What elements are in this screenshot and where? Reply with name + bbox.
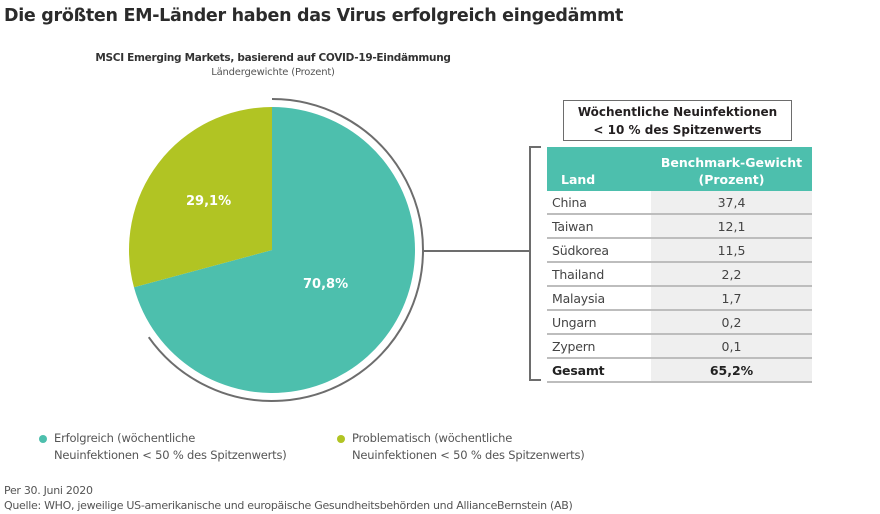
pie-label-problematic: 29,1% — [186, 194, 232, 209]
footer-date: Per 30. Juni 2020 — [4, 484, 93, 497]
country-cell: Malaysia — [547, 286, 651, 311]
weight-cell: 2,2 — [651, 262, 812, 287]
pie-subtitle: Ländergewichte (Prozent) — [211, 67, 335, 78]
total-label: Gesamt — [547, 358, 651, 383]
pie-title: MSCI Emerging Markets, basierend auf COV… — [95, 52, 451, 64]
table-box-title-line1: Wöchentliche Neuinfektionen — [577, 105, 778, 119]
table-row: Taiwan 12,1 — [547, 214, 812, 239]
legend-dot-problematic-icon — [337, 435, 345, 443]
total-value: 65,2% — [651, 358, 812, 383]
table-bracket — [529, 146, 541, 381]
weight-cell: 1,7 — [651, 286, 812, 311]
pie-slice-success — [133, 107, 415, 393]
country-cell: China — [547, 191, 651, 215]
country-cell: Zypern — [547, 334, 651, 359]
table-box-title-line2: < 10 % des Spitzenwerts — [593, 123, 762, 137]
country-weights-table: Land Benchmark-Gewicht (Prozent) China 37… — [547, 147, 812, 383]
footer-source: Quelle: WHO, jeweilige US-amerikanische … — [4, 499, 573, 512]
table-box-title: Wöchentliche Neuinfektionen < 10 % des S… — [563, 100, 792, 141]
weight-cell: 11,5 — [651, 238, 812, 263]
country-cell: Südkorea — [547, 238, 651, 263]
country-cell: Taiwan — [547, 214, 651, 239]
table-row: Thailand 2,2 — [547, 262, 812, 287]
table-row: China 37,4 — [547, 191, 812, 215]
table-row: Malaysia 1,7 — [547, 286, 812, 311]
column-header-weight: Benchmark-Gewicht (Prozent) — [651, 147, 812, 191]
country-cell: Ungarn — [547, 310, 651, 335]
country-cell: Thailand — [547, 262, 651, 287]
weight-cell: 12,1 — [651, 214, 812, 239]
pie-slice-problematic — [129, 107, 272, 288]
legend-dot-success-icon — [39, 435, 47, 443]
table-row: Ungarn 0,2 — [547, 310, 812, 335]
table-row: Südkorea 11,5 — [547, 238, 812, 263]
column-header-land: Land — [547, 147, 651, 191]
weight-cell: 0,2 — [651, 310, 812, 335]
legend-item-problematic: Problematisch (wöchentliche Neuinfektion… — [337, 430, 585, 464]
weight-cell: 0,1 — [651, 334, 812, 359]
table-total-row: Gesamt 65,2% — [547, 358, 812, 383]
pie-label-success: 70,8% — [303, 277, 349, 292]
table-row: Zypern 0,1 — [547, 334, 812, 359]
weight-cell: 37,4 — [651, 191, 812, 215]
chart-title: Die größten EM-Länder haben das Virus er… — [4, 6, 624, 26]
highlight-arc — [147, 98, 424, 402]
legend-item-success: Erfolgreich (wöchentliche Neuinfektionen… — [39, 430, 287, 464]
